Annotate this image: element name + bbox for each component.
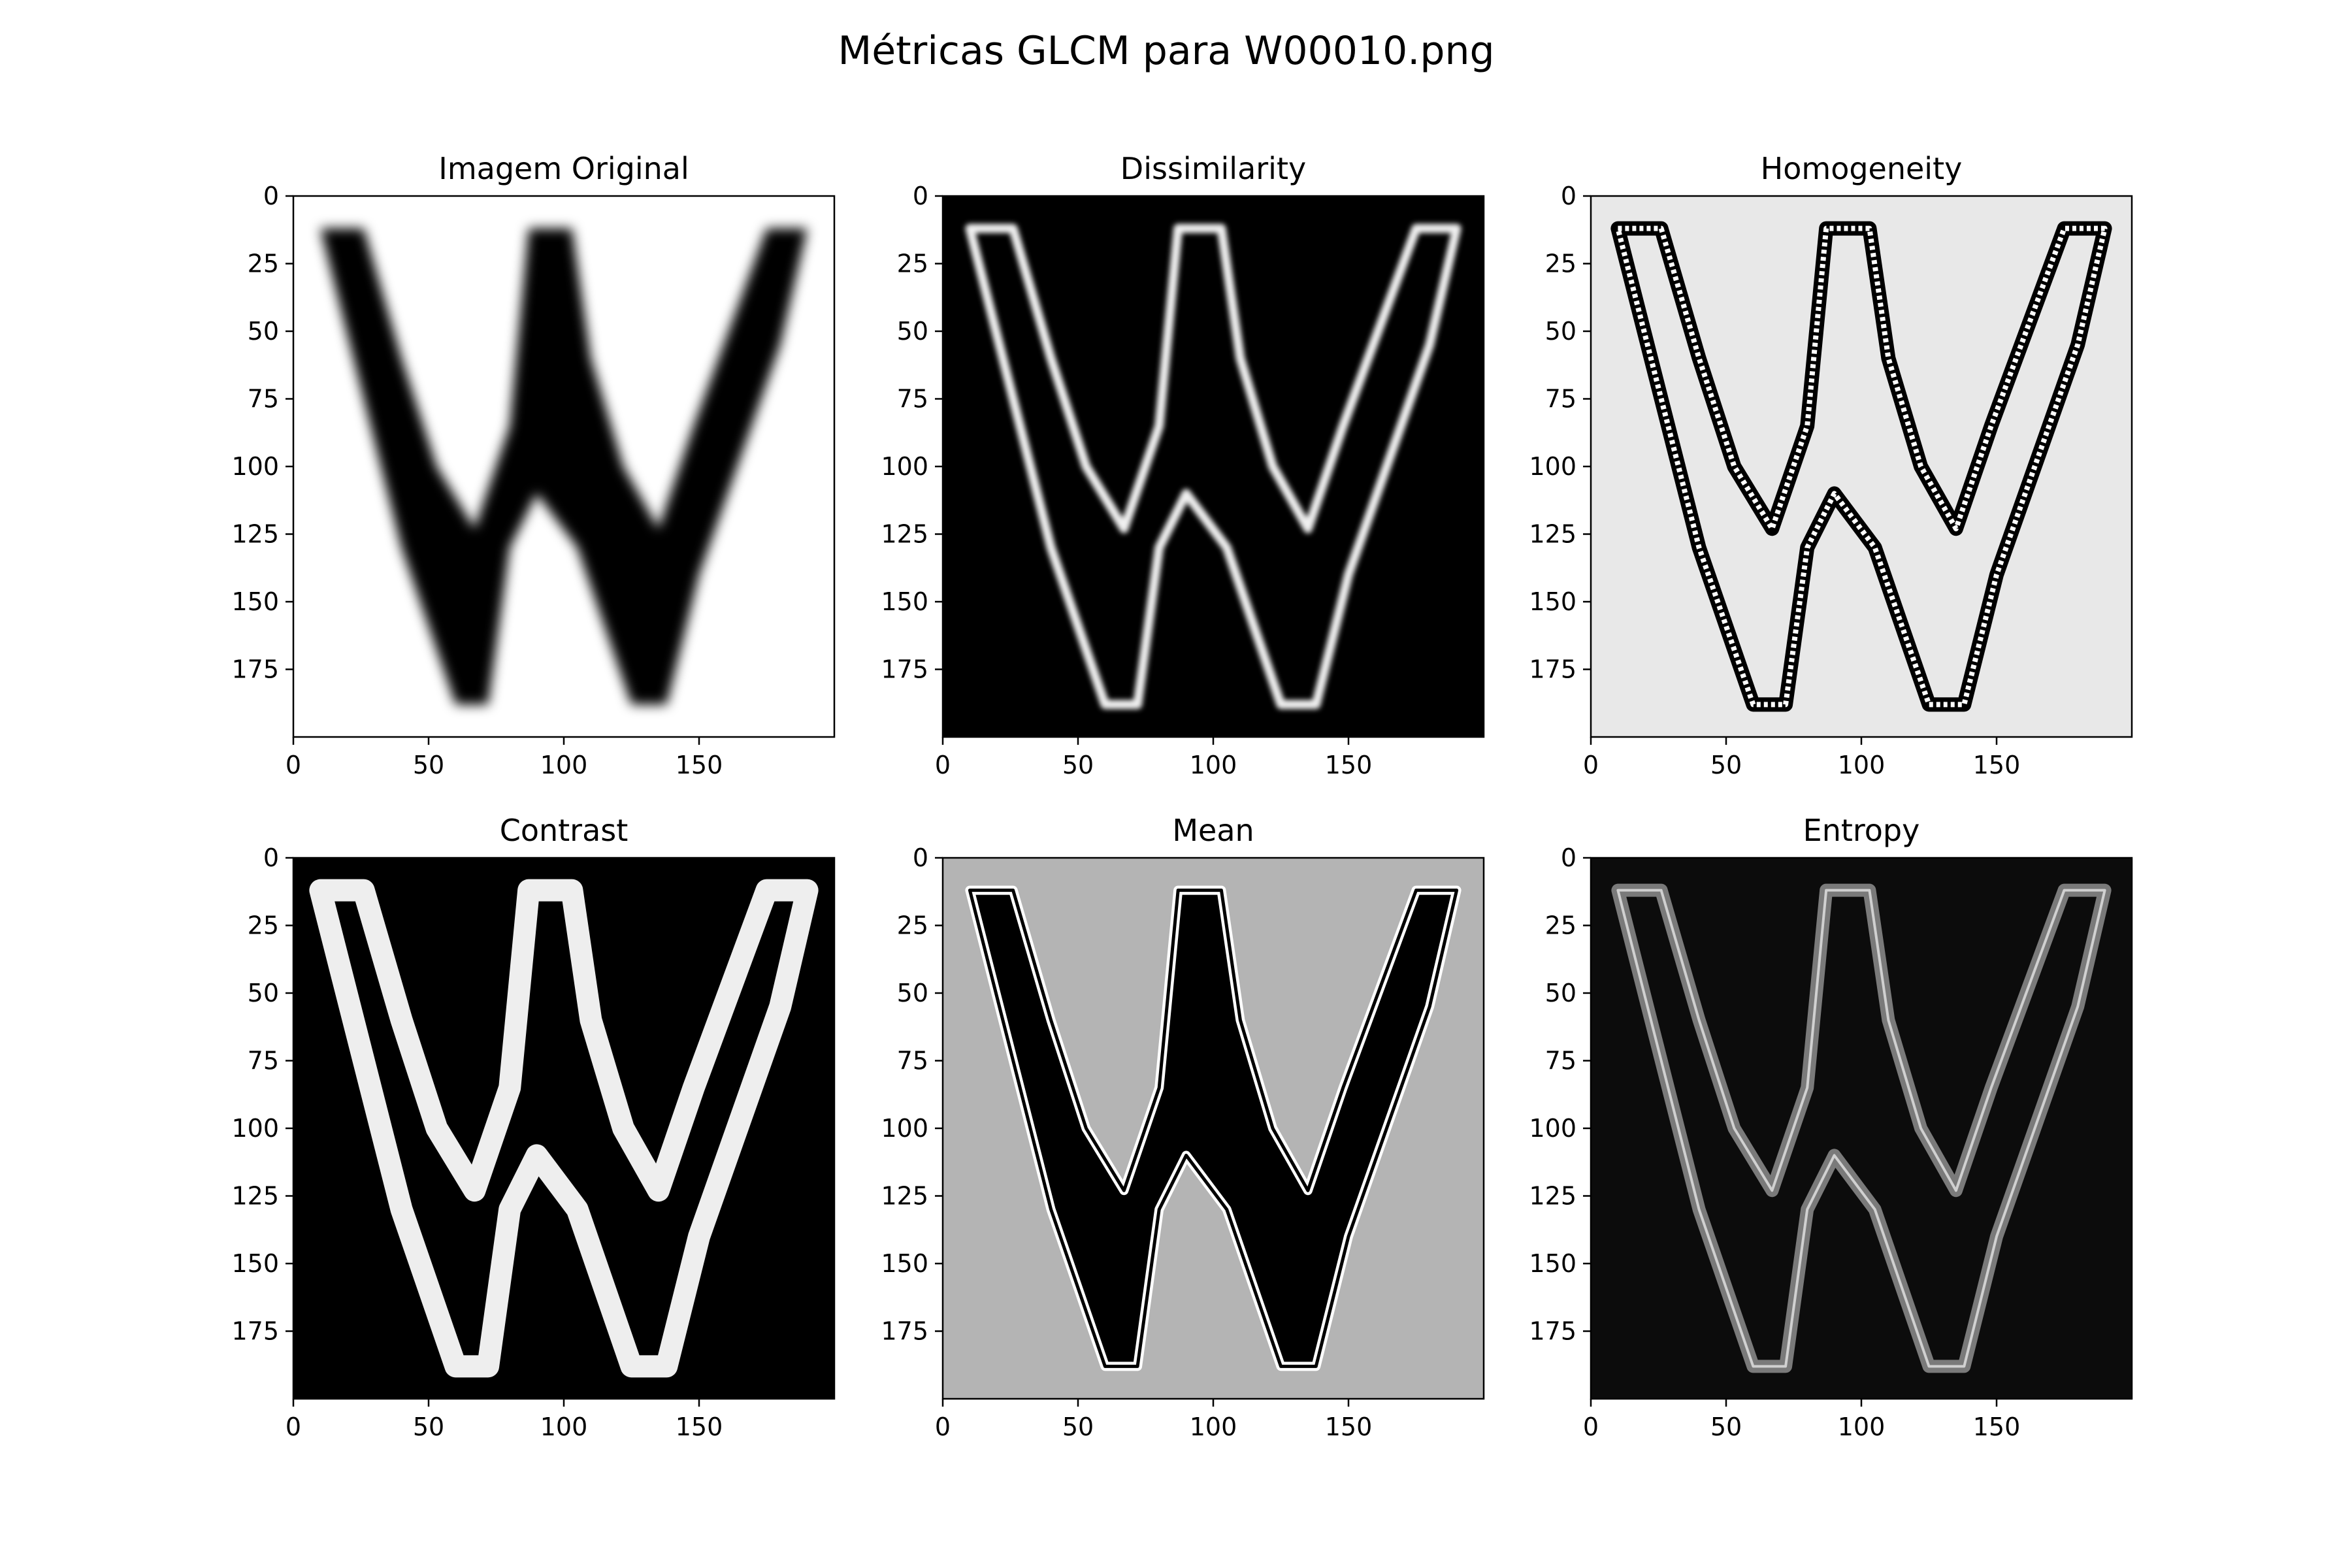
- y-tick-label: 25: [1545, 250, 1576, 278]
- panel-title: Imagem Original: [438, 151, 689, 186]
- x-tick-label: 150: [1325, 1413, 1373, 1441]
- x-tick-label: 50: [1710, 751, 1742, 779]
- x-tick-label: 50: [1062, 751, 1094, 779]
- x-tick-label: 50: [1062, 1413, 1094, 1441]
- y-tick-label: 150: [231, 587, 279, 616]
- x-tick-label: 150: [1325, 751, 1373, 779]
- y-tick-label: 100: [881, 452, 928, 481]
- x-tick-label: 100: [540, 1413, 588, 1441]
- y-tick-label: 25: [1545, 911, 1576, 940]
- panel-0: Imagem Original 0 50 100 150 0 25 50 75 100 125 150…: [231, 151, 836, 779]
- y-tick-label: 100: [1529, 1114, 1576, 1143]
- x-tick-label: 0: [935, 1413, 951, 1441]
- panel-title: Entropy: [1803, 813, 1920, 848]
- y-tick-label: 75: [248, 385, 279, 414]
- y-tick-label: 125: [881, 1182, 928, 1211]
- y-tick-label: 150: [1529, 587, 1576, 616]
- y-tick-label: 0: [913, 843, 928, 872]
- y-tick-label: 150: [1529, 1249, 1576, 1278]
- y-tick-label: 125: [1529, 520, 1576, 549]
- y-tick-label: 100: [881, 1114, 928, 1143]
- x-tick-label: 100: [1838, 751, 1886, 779]
- panel-image: [965, 223, 1462, 710]
- x-tick-label: 150: [1973, 751, 2021, 779]
- panel-title: Contrast: [500, 813, 629, 848]
- panel-image: [1610, 221, 2112, 712]
- panel-title: Homogeneity: [1761, 151, 1963, 186]
- y-tick-label: 175: [881, 1317, 928, 1346]
- panel-3: Contrast 0 50 100 150 0 25 50 75 100 125 150 175: [231, 813, 836, 1441]
- y-tick-label: 175: [231, 1317, 279, 1346]
- y-tick-label: 175: [231, 655, 279, 684]
- y-tick-label: 75: [897, 385, 928, 414]
- y-tick-label: 125: [881, 520, 928, 549]
- x-tick-label: 150: [676, 751, 723, 779]
- panel-image: [309, 879, 819, 1378]
- y-tick-label: 75: [248, 1047, 279, 1075]
- panel-image: [1611, 883, 2112, 1373]
- y-tick-label: 25: [897, 911, 928, 940]
- x-tick-label: 50: [1710, 1413, 1742, 1441]
- y-tick-label: 0: [263, 843, 279, 872]
- y-tick-label: 75: [897, 1047, 928, 1075]
- y-tick-label: 0: [913, 182, 928, 210]
- panel-1: Dissimilarity 0 50 100 150 0 25 50 75 100 125 150 17…: [881, 151, 1485, 779]
- x-tick-label: 100: [1838, 1413, 1886, 1441]
- y-tick-label: 175: [881, 655, 928, 684]
- y-tick-label: 175: [1529, 655, 1576, 684]
- x-tick-label: 0: [1583, 1413, 1599, 1441]
- x-tick-label: 0: [286, 751, 301, 779]
- letter-w-texture: [1615, 225, 2108, 708]
- y-tick-label: 100: [231, 1114, 279, 1143]
- x-tick-label: 0: [1583, 751, 1599, 779]
- y-tick-label: 50: [897, 317, 928, 346]
- y-tick-label: 50: [1545, 317, 1576, 346]
- letter-w-shape: [320, 228, 808, 705]
- letter-w-outline: [968, 889, 1459, 1368]
- y-tick-label: 0: [1561, 843, 1576, 872]
- y-tick-label: 50: [1545, 979, 1576, 1007]
- y-tick-label: 0: [1561, 182, 1576, 210]
- y-tick-label: 125: [231, 520, 279, 549]
- y-tick-label: 100: [231, 452, 279, 481]
- y-tick-label: 25: [897, 250, 928, 278]
- y-tick-label: 50: [897, 979, 928, 1007]
- y-tick-label: 150: [881, 587, 928, 616]
- y-tick-label: 150: [881, 1249, 928, 1278]
- panel-title: Dissimilarity: [1120, 151, 1306, 186]
- panel-2: Homogeneity 0 50 100 150 0 25 50 75 100 125 150 175: [1529, 151, 2133, 779]
- panel-4: Mean 0 50 100 150 0 25 50 75 100 125 150 175: [881, 813, 1485, 1441]
- panel-5: Entropy 0 50 100 150 0 25 50 75 100 125 150 175: [1529, 813, 2133, 1441]
- y-tick-label: 75: [1545, 385, 1576, 414]
- y-tick-label: 75: [1545, 1047, 1576, 1075]
- x-tick-label: 100: [1190, 751, 1237, 779]
- panel-image: [320, 228, 808, 705]
- letter-w-edges: [965, 223, 1462, 710]
- x-tick-label: 150: [1973, 1413, 2021, 1441]
- y-tick-label: 125: [231, 1182, 279, 1211]
- x-tick-label: 100: [1190, 1413, 1237, 1441]
- x-tick-label: 100: [540, 751, 588, 779]
- figure-suptitle: Métricas GLCM para W00010.png: [838, 28, 1494, 74]
- panel-image: [965, 885, 1462, 1371]
- y-tick-label: 25: [248, 250, 279, 278]
- x-tick-label: 0: [286, 1413, 301, 1441]
- y-tick-label: 50: [248, 979, 279, 1007]
- y-tick-label: 100: [1529, 452, 1576, 481]
- panels: Imagem Original 0 50 100 150 0 25 50 75 100 125 150…: [231, 151, 2133, 1441]
- y-tick-label: 150: [231, 1249, 279, 1278]
- y-tick-label: 25: [248, 911, 279, 940]
- x-tick-label: 50: [413, 751, 444, 779]
- y-tick-label: 125: [1529, 1182, 1576, 1211]
- x-tick-label: 150: [676, 1413, 723, 1441]
- letter-w-inner-line: [1616, 889, 2106, 1368]
- y-tick-label: 0: [263, 182, 279, 210]
- x-tick-label: 0: [935, 751, 951, 779]
- panel-title: Mean: [1172, 813, 1254, 848]
- x-tick-label: 50: [413, 1413, 444, 1441]
- y-tick-label: 50: [248, 317, 279, 346]
- letter-w-edges: [309, 879, 819, 1378]
- y-tick-label: 175: [1529, 1317, 1576, 1346]
